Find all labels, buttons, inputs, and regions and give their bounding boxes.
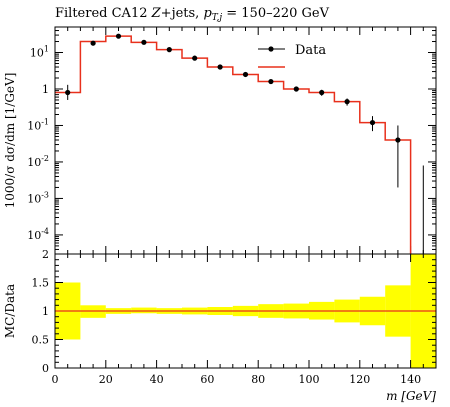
- chart-title-suffix: = 150–220 GeV: [222, 6, 329, 21]
- x-tick-label: 20: [99, 373, 113, 386]
- main-mc-histogram: [55, 35, 412, 254]
- y-tick-label: 101: [30, 45, 49, 60]
- main-frame: [54, 26, 437, 255]
- chart-title-sub: T,j: [212, 13, 223, 23]
- main-panel: 10-4 10-3 10-2 10-1 1 101 Data 1000/σ dσ/dm […: [3, 26, 437, 255]
- data-point: [141, 39, 147, 45]
- main-y-axis-label: 1000/σ dσ/dm [1/GeV]: [3, 73, 17, 209]
- ratio-y-axis-label: MC/Data: [3, 284, 17, 338]
- legend: Data: [258, 43, 326, 68]
- x-tick-label: 140: [400, 373, 421, 386]
- data-point: [319, 89, 325, 96]
- x-tick-label: 100: [299, 373, 320, 386]
- chart-title-var: p: [203, 6, 212, 21]
- data-point: [115, 33, 122, 39]
- chart-title-mid: +jets,: [161, 6, 204, 21]
- ratio-frame: [54, 253, 437, 369]
- data-point: [369, 119, 376, 126]
- data-point: [344, 99, 350, 105]
- data-point: [395, 137, 401, 143]
- y-tick-label: 1: [42, 83, 49, 96]
- ratio-y-tick-label: 1.5: [32, 277, 50, 290]
- y-tick-label: 10-3: [27, 190, 49, 205]
- data-point: [192, 55, 198, 61]
- chart-title-prefix: Filtered CA12: [55, 6, 152, 21]
- ratio-y-tick-label: 0: [42, 362, 49, 375]
- ratio-y-tick-label: 2: [42, 248, 49, 261]
- chart-title: Filtered CA12 Z+jets, pT,j = 150–220 GeV: [55, 6, 330, 23]
- x-tick-label: 0: [52, 373, 59, 386]
- data-point: [65, 89, 71, 96]
- mc-histogram: [55, 35, 412, 254]
- legend-data-label: Data: [295, 43, 326, 58]
- data-point: [242, 71, 249, 78]
- chart-title-italic: Z: [151, 6, 162, 21]
- y-tick-label: 10-2: [27, 154, 49, 169]
- x-tick-label: 120: [349, 373, 370, 386]
- ratio-y-tick-label: 0.5: [32, 334, 50, 347]
- x-tick-label: 80: [251, 373, 265, 386]
- data-point: [293, 86, 299, 92]
- legend-data-marker: [268, 46, 274, 52]
- main-ticks: 10-4 10-3 10-2 10-1 1 101: [27, 27, 437, 255]
- data-point: [166, 47, 172, 53]
- y-tick-label: 10-4: [27, 227, 49, 242]
- x-tick-label: 60: [200, 373, 214, 386]
- x-axis-label: m [GeV]: [386, 389, 436, 403]
- main-data-points: [65, 33, 424, 254]
- data-point: [217, 64, 223, 70]
- data-point: [90, 40, 96, 46]
- ratio-y-tick-label: 1: [42, 305, 49, 318]
- ratio-panel: 00.511.520 20 40 60 80 100 120 140 MC/Data m [G…: [3, 248, 437, 403]
- x-tick-label: 40: [150, 373, 164, 386]
- data-point: [268, 78, 274, 85]
- y-tick-label: 10-1: [27, 117, 49, 132]
